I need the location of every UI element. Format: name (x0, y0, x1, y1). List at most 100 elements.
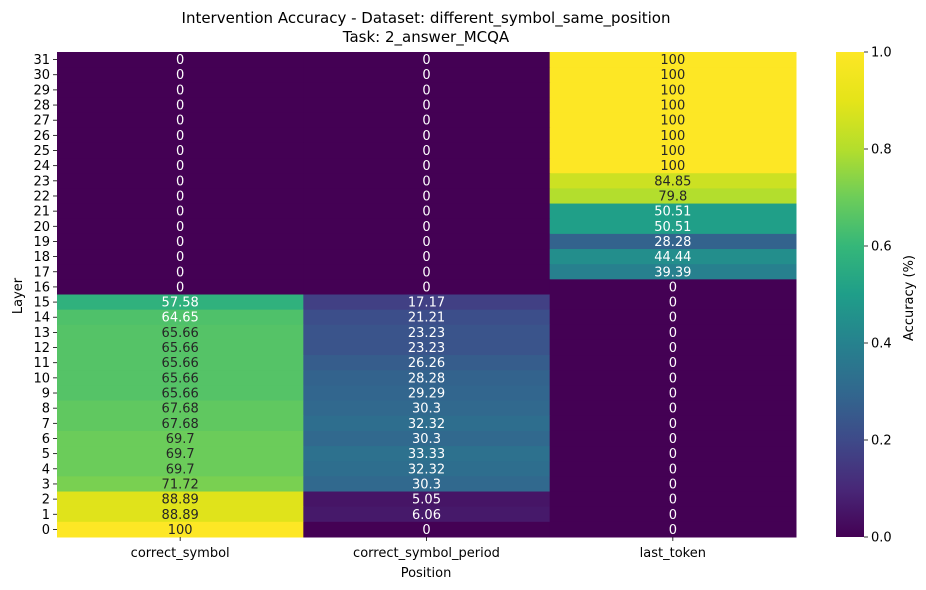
y-tick-label: 9 (42, 387, 50, 402)
heatmap-cell (303, 112, 551, 129)
y-tick-label: 17 (33, 265, 50, 280)
heatmap-cell (303, 446, 551, 462)
cell-value-label: 0 (669, 326, 677, 341)
heatmap-cell (549, 430, 797, 447)
cell-value-label: 21.21 (408, 311, 445, 326)
heatmap-cell (549, 249, 797, 265)
cell-value-label: 67.68 (162, 402, 199, 417)
cell-value-label: 0 (176, 265, 184, 280)
heatmap-cell (303, 309, 551, 326)
y-tick-label: 30 (33, 68, 50, 83)
heatmap-cell (303, 249, 551, 265)
heatmap-cell (303, 264, 551, 280)
heatmap-cell (57, 233, 304, 250)
cell-value-label: 39.39 (654, 265, 691, 280)
cell-value-label: 0 (176, 129, 184, 144)
heatmap-cell (57, 339, 304, 356)
cell-value-label: 32.32 (408, 462, 445, 477)
y-tick-label: 0 (42, 523, 50, 538)
cell-value-label: 88.89 (162, 493, 199, 508)
heatmap-cell (57, 385, 304, 402)
cell-value-label: 5.05 (412, 493, 441, 508)
cell-value-label: 30.3 (412, 402, 441, 417)
y-tick-label: 4 (42, 462, 50, 477)
y-tick-label: 15 (33, 296, 50, 311)
colorbar-ticks: 0.0 0.2 0.4 0.6 0.8 1.0 (864, 46, 892, 546)
heatmap-cell (303, 233, 551, 250)
cell-value-label: 0 (422, 174, 430, 189)
y-tick-label: 2 (42, 493, 50, 508)
heatmap-cell (57, 249, 304, 265)
cell-value-label: 6.06 (412, 508, 441, 523)
colorbar-tick-label: 1.0 (871, 46, 892, 61)
heatmap-cell (549, 415, 797, 432)
cell-value-label: 0 (422, 83, 430, 98)
heatmap-cell (549, 385, 797, 402)
y-tick-label: 18 (33, 250, 50, 265)
heatmap-cell (57, 82, 304, 98)
cell-value-label: 44.44 (654, 250, 691, 265)
heatmap-cell (549, 506, 797, 523)
heatmap-cell (549, 203, 797, 220)
cell-value-label: 23.23 (408, 326, 445, 341)
cell-value-label: 0 (669, 296, 677, 311)
heatmap-cell (57, 461, 304, 477)
heatmap-cell (57, 491, 304, 508)
x-axis-label: Position (401, 566, 452, 581)
cell-value-label: 0 (422, 53, 430, 68)
heatmap-cell (303, 461, 551, 477)
heatmap-cell (57, 430, 304, 447)
cell-value-label: 0 (669, 447, 677, 462)
cell-value-label: 100 (660, 99, 685, 114)
heatmap-cell (303, 506, 551, 523)
cell-value-label: 0 (176, 250, 184, 265)
cell-value-label: 0 (176, 189, 184, 204)
cell-value-label: 57.58 (162, 296, 199, 311)
cell-value-label: 30.3 (412, 477, 441, 492)
heatmap-cell (57, 309, 304, 326)
x-tick-label: correct_symbol_period (353, 546, 500, 561)
cell-value-label: 0 (422, 189, 430, 204)
heatmap-cell (57, 218, 304, 235)
cell-value-label: 0 (422, 265, 430, 280)
cell-value-label: 29.29 (408, 387, 445, 402)
heatmap-cell (57, 506, 304, 523)
heatmap-cell (303, 294, 551, 311)
heatmap-cell (57, 400, 304, 417)
heatmap-cell (57, 127, 304, 144)
heatmap-cell (549, 446, 797, 462)
cell-value-label: 69.7 (166, 462, 195, 477)
y-tick-label: 25 (33, 144, 50, 159)
cell-value-label: 0 (422, 114, 430, 129)
y-tick-label: 22 (33, 189, 50, 204)
cell-value-label: 0 (176, 220, 184, 235)
cell-value-label: 0 (176, 99, 184, 114)
y-tick-label: 13 (33, 326, 50, 341)
y-tick-label: 7 (42, 417, 50, 432)
cell-value-label: 0 (669, 371, 677, 386)
cell-value-label: 0 (669, 402, 677, 417)
heatmap-cell (303, 203, 551, 220)
cell-value-label: 0 (669, 462, 677, 477)
heatmap-cell (549, 521, 797, 538)
cell-value-label: 0 (669, 311, 677, 326)
y-tick-label: 16 (33, 280, 50, 295)
cell-value-label: 0 (422, 235, 430, 250)
heatmap-cell (303, 430, 551, 447)
cell-value-label: 0 (422, 68, 430, 83)
heatmap-cell (303, 67, 551, 83)
heatmap-cell (57, 370, 304, 386)
cell-value-label: 0 (669, 508, 677, 523)
cell-value-label: 32.32 (408, 417, 445, 432)
heatmap-cell (303, 127, 551, 144)
heatmap-cell (549, 218, 797, 235)
heatmap-cell (57, 142, 304, 159)
colorbar-label: Accuracy (%) (902, 255, 917, 341)
cell-value-label: 69.7 (166, 432, 195, 447)
cell-value-label: 0 (669, 356, 677, 371)
y-axis-ticks: 3130292827262524232221201918171615141312… (33, 53, 57, 538)
heatmap-cell (303, 218, 551, 235)
heatmap-cell (549, 491, 797, 508)
cell-value-label: 0 (176, 68, 184, 83)
